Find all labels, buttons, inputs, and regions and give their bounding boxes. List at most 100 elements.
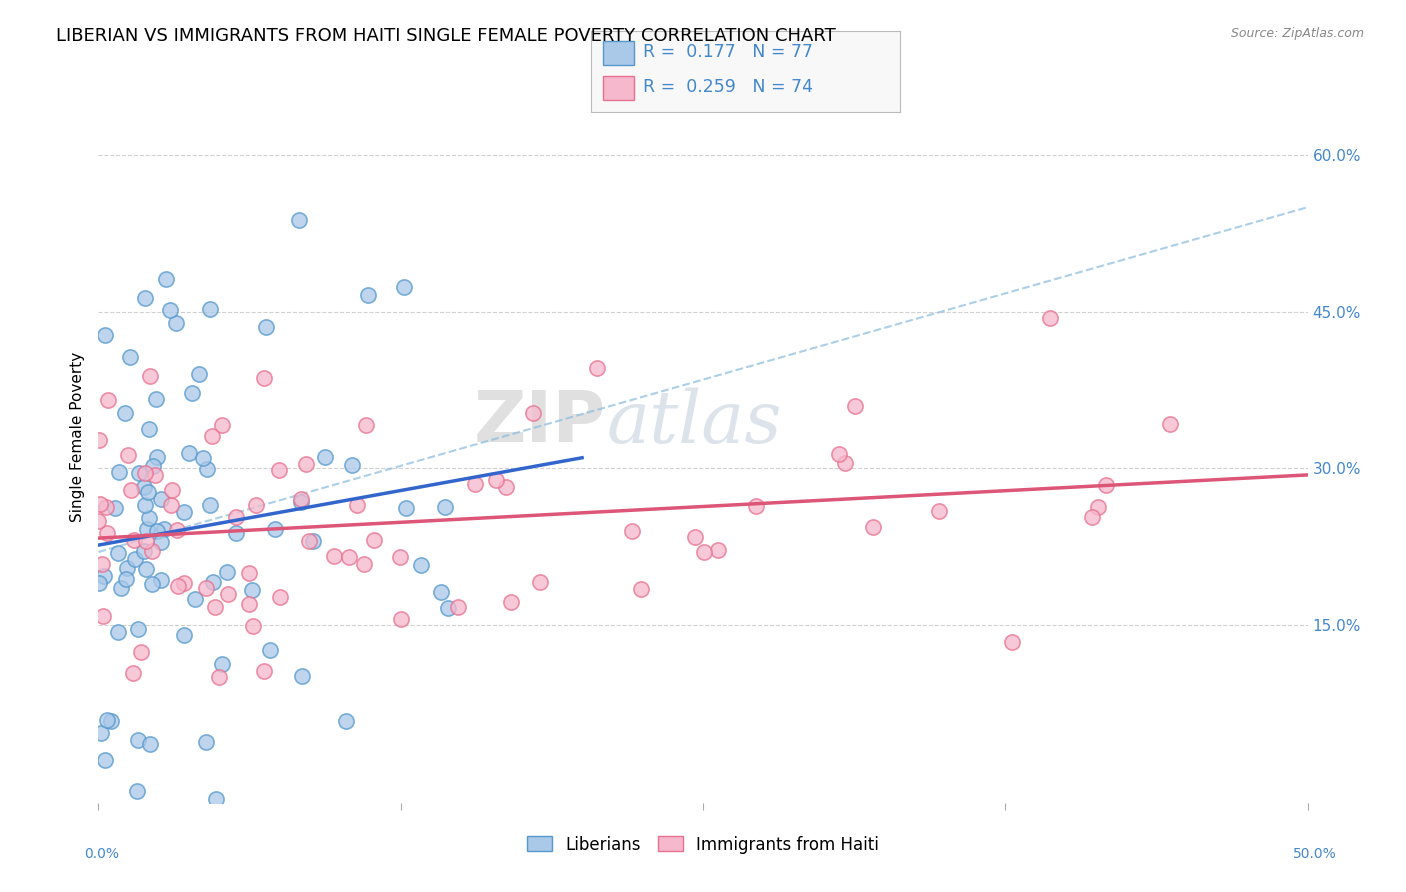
Point	[141, 577, 163, 591]
Point	[392, 280, 415, 294]
Point	[200, 498, 222, 512]
Point	[295, 457, 318, 471]
Point	[136, 485, 159, 500]
Point	[159, 303, 181, 318]
Point	[207, 670, 229, 684]
Point	[120, 350, 142, 364]
Point	[529, 575, 551, 590]
Point	[94, 753, 117, 767]
Point	[122, 533, 145, 548]
Point	[1159, 417, 1181, 431]
Point	[117, 448, 139, 462]
Point	[93, 569, 115, 583]
Point	[356, 288, 378, 302]
Point	[411, 558, 433, 572]
Point	[173, 627, 195, 641]
Point	[143, 468, 166, 483]
Point	[127, 732, 149, 747]
Point	[1095, 478, 1118, 492]
Point	[314, 450, 336, 464]
Point	[211, 657, 233, 671]
Point	[928, 504, 950, 518]
Point	[683, 530, 706, 544]
Point	[127, 622, 149, 636]
Point	[245, 498, 267, 512]
Text: R =  0.259   N = 74: R = 0.259 N = 74	[643, 78, 813, 96]
Point	[191, 451, 214, 466]
Point	[204, 600, 226, 615]
Text: 50.0%: 50.0%	[1292, 847, 1337, 862]
Point	[238, 597, 260, 611]
Bar	[603, 41, 634, 65]
Point	[138, 510, 160, 524]
Point	[94, 328, 117, 343]
Point	[139, 737, 162, 751]
Point	[346, 499, 368, 513]
Point	[363, 533, 385, 547]
Point	[298, 534, 321, 549]
Point	[132, 480, 155, 494]
Point	[353, 557, 375, 571]
Point	[354, 417, 377, 432]
Point	[215, 565, 238, 579]
Point	[134, 498, 156, 512]
Point	[173, 505, 195, 519]
Text: Source: ZipAtlas.com: Source: ZipAtlas.com	[1230, 27, 1364, 40]
Point	[706, 542, 728, 557]
Point	[844, 400, 866, 414]
Point	[434, 500, 457, 515]
Point	[205, 792, 228, 806]
Point	[621, 524, 644, 539]
Point	[115, 561, 138, 575]
Point	[110, 581, 132, 595]
Point	[97, 392, 120, 407]
Point	[862, 520, 884, 534]
Point	[150, 534, 173, 549]
Point	[90, 726, 112, 740]
Point	[141, 544, 163, 558]
Point	[134, 466, 156, 480]
Point	[252, 371, 274, 385]
Point	[134, 291, 156, 305]
Point	[155, 271, 177, 285]
Point	[183, 592, 205, 607]
Point	[238, 566, 260, 581]
Point	[166, 523, 188, 537]
Point	[181, 386, 204, 401]
Point	[447, 599, 470, 614]
Point	[136, 523, 159, 537]
Point	[586, 360, 609, 375]
Point	[259, 642, 281, 657]
Point	[94, 500, 117, 514]
Point	[142, 458, 165, 473]
Point	[1081, 509, 1104, 524]
Point	[145, 392, 167, 407]
Point	[188, 367, 211, 381]
Point	[162, 483, 184, 498]
Point	[225, 526, 247, 541]
Point	[522, 406, 544, 420]
Point	[153, 522, 176, 536]
Point	[291, 668, 314, 682]
Point	[107, 465, 129, 479]
Point	[254, 320, 277, 334]
Point	[96, 526, 118, 541]
Point	[1087, 500, 1109, 514]
Point	[242, 619, 264, 633]
Point	[288, 212, 311, 227]
Point	[267, 463, 290, 477]
Point	[87, 514, 110, 528]
Point	[91, 558, 114, 572]
Point	[1039, 311, 1062, 326]
Point	[263, 522, 285, 536]
Point	[146, 524, 169, 539]
Point	[430, 585, 453, 599]
Point	[693, 544, 716, 558]
Text: 0.0%: 0.0%	[84, 847, 118, 862]
Point	[89, 497, 111, 511]
Point	[389, 612, 412, 626]
Point	[827, 447, 849, 461]
Point	[107, 625, 129, 640]
Point	[89, 433, 111, 447]
Point	[388, 549, 411, 564]
